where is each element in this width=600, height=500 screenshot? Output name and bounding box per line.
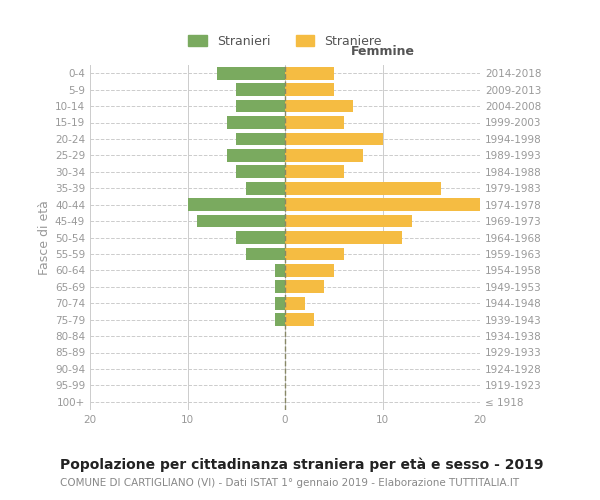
Legend: Stranieri, Straniere: Stranieri, Straniere [183,30,387,53]
Y-axis label: Fasce di età: Fasce di età [38,200,51,275]
Bar [246,248,285,260]
Bar [285,297,305,310]
Bar [285,313,314,326]
Bar [285,67,334,80]
Y-axis label: Anni di nascita: Anni di nascita [598,191,600,284]
Text: Femmine: Femmine [350,45,415,58]
Bar [246,182,285,194]
Bar [275,313,285,326]
Bar [227,149,285,162]
Bar [275,297,285,310]
Bar [285,280,324,293]
Bar [285,248,343,260]
Bar [285,198,480,211]
Bar [227,116,285,129]
Bar [236,83,285,96]
Bar [285,231,402,244]
Bar [275,264,285,277]
Text: Popolazione per cittadinanza straniera per età e sesso - 2019: Popolazione per cittadinanza straniera p… [60,458,544,472]
Bar [285,83,334,96]
Bar [285,182,441,194]
Bar [197,214,285,228]
Bar [285,132,383,145]
Bar [285,214,412,228]
Bar [285,100,353,112]
Bar [285,116,343,129]
Bar [236,231,285,244]
Bar [285,264,334,277]
Bar [236,132,285,145]
Bar [285,149,363,162]
Bar [236,100,285,112]
Bar [236,166,285,178]
Bar [275,280,285,293]
Text: COMUNE DI CARTIGLIANO (VI) - Dati ISTAT 1° gennaio 2019 - Elaborazione TUTTITALI: COMUNE DI CARTIGLIANO (VI) - Dati ISTAT … [60,478,519,488]
Bar [285,166,343,178]
Bar [217,67,285,80]
Bar [187,198,285,211]
